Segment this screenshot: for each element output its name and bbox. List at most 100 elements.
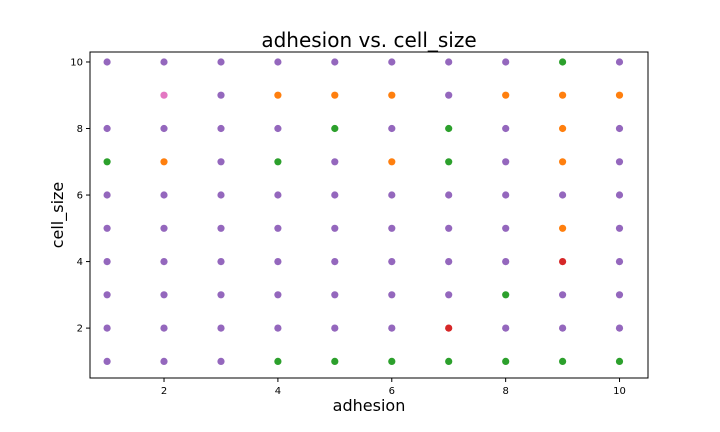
data-point-48 <box>615 191 624 199</box>
data-point-21 <box>217 124 225 133</box>
data-point-10 <box>160 91 168 99</box>
data-point-92 <box>274 357 282 365</box>
data-point-79 <box>103 324 111 332</box>
data-point-64 <box>388 258 396 266</box>
data-point-28 <box>615 124 624 133</box>
data-point-52 <box>274 224 282 232</box>
data-point-74 <box>388 291 396 299</box>
data-point-6 <box>445 58 453 66</box>
data-point-26 <box>502 124 510 133</box>
data-point-8 <box>559 58 567 66</box>
data-point-24 <box>388 124 396 133</box>
data-point-36 <box>502 158 510 166</box>
data-point-33 <box>331 158 339 166</box>
data-point-59 <box>103 258 111 266</box>
x-axis-label: adhesion <box>333 396 406 415</box>
data-point-77 <box>559 291 567 299</box>
data-point-40 <box>160 191 168 199</box>
data-point-45 <box>445 191 453 199</box>
data-point-96 <box>502 357 510 365</box>
data-point-7 <box>502 58 510 66</box>
data-point-83 <box>331 324 339 332</box>
data-point-50 <box>160 224 168 232</box>
data-point-47 <box>559 191 567 199</box>
data-point-0 <box>103 58 111 66</box>
data-point-27 <box>559 124 567 133</box>
data-point-80 <box>160 324 168 332</box>
x-tick-label: 4 <box>275 386 281 397</box>
data-point-4 <box>331 58 339 66</box>
data-point-23 <box>331 124 339 133</box>
plot-frame <box>89 51 649 379</box>
data-point-32 <box>274 158 282 166</box>
data-point-76 <box>502 291 510 299</box>
data-point-41 <box>217 191 225 199</box>
data-point-14 <box>388 91 396 99</box>
data-point-95 <box>445 357 453 365</box>
data-point-70 <box>160 291 168 299</box>
x-tick-label: 8 <box>502 386 508 397</box>
data-point-17 <box>559 91 567 99</box>
data-point-5 <box>388 58 396 66</box>
data-point-51 <box>217 224 225 232</box>
data-point-58 <box>615 224 624 232</box>
data-point-38 <box>615 158 624 166</box>
data-point-46 <box>502 191 510 199</box>
data-point-15 <box>445 91 453 99</box>
x-tick-label: 6 <box>389 386 395 397</box>
data-points <box>103 58 624 365</box>
data-point-82 <box>274 324 282 332</box>
data-point-3 <box>274 58 282 66</box>
data-point-30 <box>160 158 168 166</box>
data-point-13 <box>331 91 339 99</box>
data-point-87 <box>559 324 567 332</box>
axis-ticks: 2 4 6 8 10 2 4 6 8 10 <box>70 57 626 397</box>
data-point-11 <box>217 91 225 99</box>
data-point-72 <box>274 291 282 299</box>
y-tick-label: 4 <box>77 257 83 268</box>
data-point-53 <box>331 224 339 232</box>
data-point-60 <box>160 258 168 266</box>
data-point-66 <box>502 258 510 266</box>
data-point-61 <box>217 258 225 266</box>
data-point-25 <box>445 124 453 133</box>
data-point-31 <box>217 158 225 166</box>
data-point-39 <box>103 191 111 199</box>
chart-title: adhesion vs. cell_size <box>261 28 476 52</box>
data-point-91 <box>217 357 225 365</box>
y-tick-label: 10 <box>70 57 83 68</box>
data-point-55 <box>445 224 453 232</box>
data-point-42 <box>274 191 282 199</box>
data-point-90 <box>160 357 168 365</box>
data-point-29 <box>103 158 111 166</box>
data-point-78 <box>615 291 624 299</box>
data-point-86 <box>502 324 510 332</box>
data-point-89 <box>103 357 111 365</box>
data-point-62 <box>274 258 282 266</box>
data-point-12 <box>274 91 282 99</box>
data-point-18 <box>615 91 624 99</box>
data-point-67 <box>559 258 567 266</box>
data-point-63 <box>331 258 339 266</box>
data-point-84 <box>388 324 396 332</box>
y-tick-label: 6 <box>77 191 83 202</box>
data-point-56 <box>502 224 510 232</box>
data-point-68 <box>615 258 624 266</box>
data-point-54 <box>388 224 396 232</box>
data-point-2 <box>217 58 225 66</box>
data-point-75 <box>445 291 453 299</box>
data-point-71 <box>217 291 225 299</box>
data-point-19 <box>103 124 111 133</box>
data-point-22 <box>274 124 282 133</box>
data-point-34 <box>388 158 396 166</box>
data-point-9 <box>615 58 624 66</box>
data-point-69 <box>103 291 111 299</box>
data-point-49 <box>103 224 111 232</box>
x-tick-label: 10 <box>613 386 626 397</box>
data-point-85 <box>445 324 453 332</box>
data-point-94 <box>388 357 396 365</box>
data-point-97 <box>559 357 567 365</box>
x-tick-label: 2 <box>161 386 167 397</box>
